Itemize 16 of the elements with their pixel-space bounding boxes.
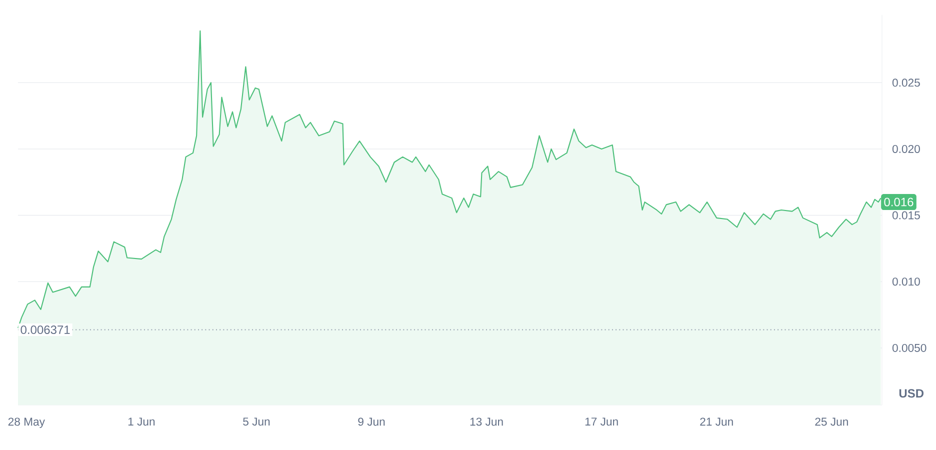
y-tick-label: 0.0050	[892, 344, 926, 352]
y-axis-title: USD	[899, 389, 924, 398]
x-tick-label: 9 Jun	[358, 418, 385, 426]
x-tick-label: 28 May	[8, 418, 45, 428]
x-tick-label: 25 Jun	[815, 418, 848, 426]
y-tick-label: 0.010	[892, 278, 920, 286]
x-tick-label: 21 Jun	[700, 418, 733, 426]
y-tick-label: 0.025	[892, 78, 920, 87]
x-tick-label: 5 Jun	[243, 418, 270, 426]
annotation: 0.016	[884, 198, 914, 206]
x-tick-label: 17 Jun	[585, 418, 618, 426]
ref-line-label: 0.006371	[20, 326, 70, 334]
x-tick-label: 1 Jun	[128, 418, 155, 426]
x-tick-label: 13 Jun	[470, 418, 503, 426]
y-tick-label: 0.015	[892, 211, 920, 220]
y-tick-label: 0.020	[892, 144, 920, 153]
